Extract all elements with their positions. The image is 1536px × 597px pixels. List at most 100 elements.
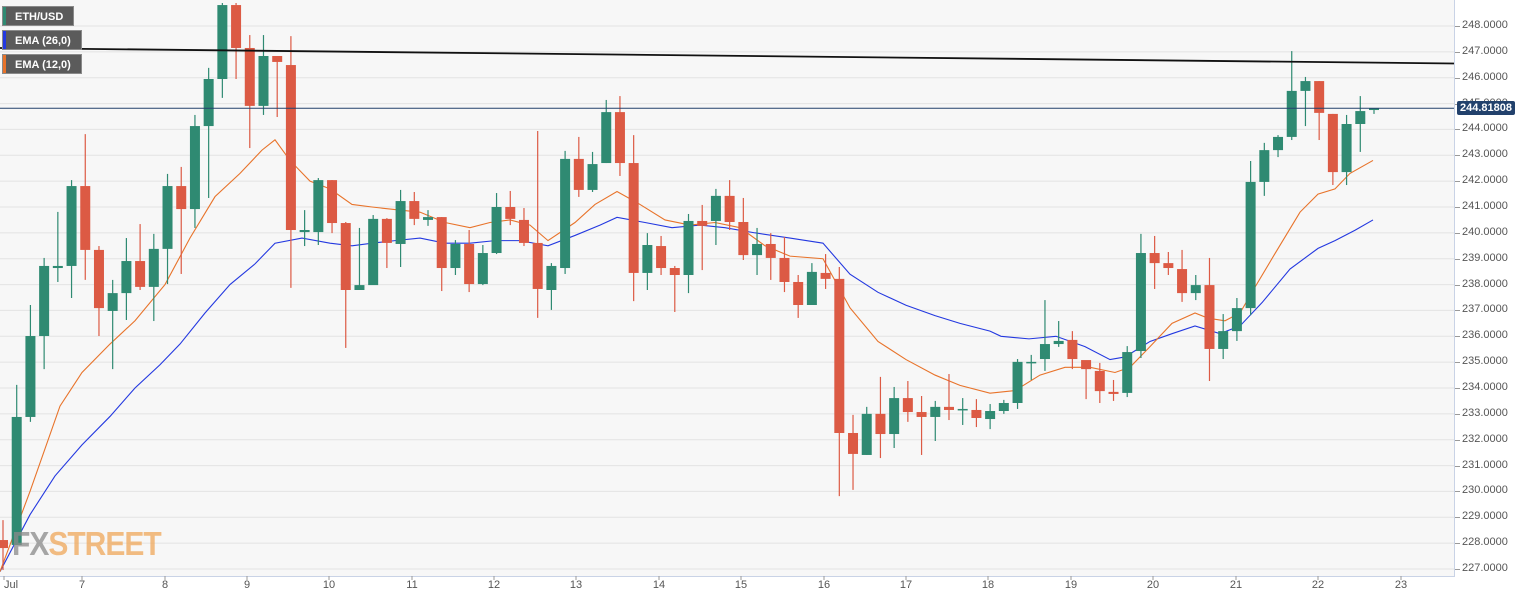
candle[interactable] bbox=[779, 236, 790, 293]
candle[interactable] bbox=[875, 376, 886, 459]
candle[interactable] bbox=[1094, 362, 1105, 403]
candle[interactable] bbox=[546, 263, 557, 310]
candle[interactable] bbox=[66, 180, 77, 299]
candle[interactable] bbox=[1012, 359, 1023, 409]
candle[interactable] bbox=[848, 414, 859, 490]
candle[interactable] bbox=[148, 233, 159, 322]
candle[interactable] bbox=[765, 233, 776, 280]
candle[interactable] bbox=[0, 520, 8, 571]
candle[interactable] bbox=[889, 386, 900, 448]
candle[interactable] bbox=[1259, 142, 1270, 196]
candle[interactable] bbox=[1177, 249, 1188, 302]
candle[interactable] bbox=[327, 180, 338, 234]
candle[interactable] bbox=[491, 193, 502, 255]
candle[interactable] bbox=[203, 67, 214, 198]
candle[interactable] bbox=[793, 275, 804, 318]
candle[interactable] bbox=[272, 55, 283, 118]
candle[interactable] bbox=[107, 279, 118, 370]
candle[interactable] bbox=[25, 304, 36, 422]
candle[interactable] bbox=[902, 381, 913, 422]
candle[interactable] bbox=[957, 398, 968, 425]
candle[interactable] bbox=[518, 208, 529, 247]
candle[interactable] bbox=[601, 99, 612, 164]
candle[interactable] bbox=[1053, 321, 1064, 347]
candle[interactable] bbox=[1355, 96, 1366, 152]
candle[interactable] bbox=[436, 217, 447, 292]
candle[interactable] bbox=[1026, 354, 1037, 380]
candle[interactable] bbox=[258, 35, 269, 115]
candle[interactable] bbox=[189, 114, 200, 228]
candle[interactable] bbox=[176, 166, 187, 274]
candle[interactable] bbox=[477, 245, 488, 286]
candle[interactable] bbox=[313, 178, 324, 246]
candle[interactable] bbox=[985, 404, 996, 430]
candle[interactable] bbox=[1108, 379, 1119, 401]
candle[interactable] bbox=[820, 254, 831, 289]
candle[interactable] bbox=[395, 189, 406, 267]
legend-ema-12[interactable]: EMA (12,0) bbox=[2, 54, 82, 74]
candle[interactable] bbox=[1327, 113, 1338, 186]
candle[interactable] bbox=[710, 188, 721, 246]
candle[interactable] bbox=[299, 210, 310, 247]
candle[interactable] bbox=[930, 400, 941, 442]
candle[interactable] bbox=[1122, 346, 1133, 398]
candle[interactable] bbox=[998, 399, 1009, 414]
candle[interactable] bbox=[752, 227, 763, 276]
candle[interactable] bbox=[943, 374, 954, 421]
candle[interactable] bbox=[1163, 251, 1174, 276]
candle[interactable] bbox=[1081, 360, 1092, 400]
candle[interactable] bbox=[340, 221, 351, 348]
candle[interactable] bbox=[231, 2, 242, 80]
candle[interactable] bbox=[450, 240, 461, 276]
candle[interactable] bbox=[244, 35, 255, 149]
candle[interactable] bbox=[423, 210, 434, 226]
candle[interactable] bbox=[135, 224, 146, 290]
candle[interactable] bbox=[1067, 331, 1078, 370]
candle[interactable] bbox=[1245, 160, 1256, 316]
candle[interactable] bbox=[368, 215, 379, 286]
candle[interactable] bbox=[11, 384, 22, 545]
candle[interactable] bbox=[560, 150, 571, 274]
candle[interactable] bbox=[39, 257, 50, 370]
candle[interactable] bbox=[1135, 233, 1146, 359]
candle[interactable] bbox=[587, 151, 598, 193]
candle[interactable] bbox=[1039, 300, 1050, 371]
candle[interactable] bbox=[285, 36, 296, 288]
candle[interactable] bbox=[656, 235, 667, 276]
candle[interactable] bbox=[642, 233, 653, 290]
candle[interactable] bbox=[409, 192, 420, 226]
candle[interactable] bbox=[93, 246, 104, 337]
candle[interactable] bbox=[80, 134, 91, 280]
candle[interactable] bbox=[1314, 81, 1325, 141]
candle[interactable] bbox=[505, 190, 516, 226]
candle[interactable] bbox=[669, 265, 680, 312]
candle[interactable] bbox=[697, 204, 708, 271]
candle[interactable] bbox=[1273, 135, 1284, 158]
legend-ema-26[interactable]: EMA (26,0) bbox=[2, 30, 82, 50]
candle[interactable] bbox=[724, 180, 735, 231]
candle[interactable] bbox=[628, 135, 639, 302]
candle[interactable] bbox=[573, 136, 584, 197]
candle[interactable] bbox=[1149, 235, 1160, 289]
legend-eth-usd[interactable]: ETH/USD bbox=[2, 6, 75, 26]
candle[interactable] bbox=[1190, 275, 1201, 301]
candle[interactable] bbox=[532, 130, 543, 318]
candle[interactable] bbox=[806, 263, 817, 305]
candle[interactable] bbox=[861, 406, 872, 455]
candle[interactable] bbox=[354, 227, 365, 290]
candle[interactable] bbox=[1369, 108, 1379, 114]
candle[interactable] bbox=[1286, 51, 1297, 141]
candle[interactable] bbox=[1204, 257, 1215, 382]
candle[interactable] bbox=[121, 238, 132, 320]
candle[interactable] bbox=[1341, 114, 1352, 186]
candle[interactable] bbox=[1218, 314, 1229, 360]
candle[interactable] bbox=[614, 96, 625, 176]
candle[interactable] bbox=[464, 230, 475, 293]
candle[interactable] bbox=[916, 396, 927, 455]
candle[interactable] bbox=[1300, 76, 1311, 127]
candle[interactable] bbox=[162, 173, 173, 285]
candle[interactable] bbox=[381, 218, 392, 269]
candle[interactable] bbox=[738, 197, 749, 261]
candle[interactable] bbox=[834, 266, 845, 497]
